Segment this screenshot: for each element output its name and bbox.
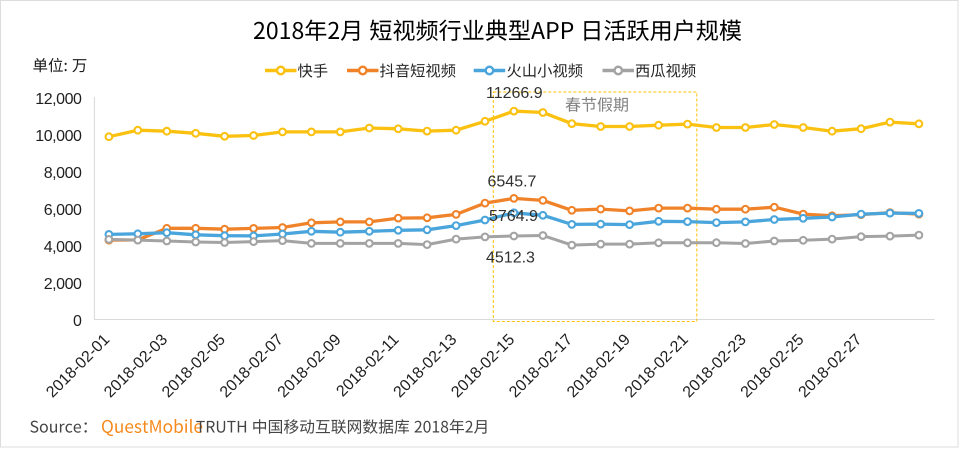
svg-text:6545.7: 6545.7 xyxy=(488,174,537,191)
svg-text:5764.9: 5764.9 xyxy=(489,208,538,225)
svg-text:2018-02-27: 2018-02-27 xyxy=(796,331,866,401)
svg-text:2,000: 2,000 xyxy=(44,276,82,293)
svg-text:4512.3: 4512.3 xyxy=(486,250,535,267)
svg-text:8,000: 8,000 xyxy=(44,165,82,182)
svg-text:6,000: 6,000 xyxy=(44,202,82,219)
svg-text:11266.9: 11266.9 xyxy=(486,85,543,102)
svg-text:10,000: 10,000 xyxy=(35,128,82,145)
svg-text:12,000: 12,000 xyxy=(35,91,82,108)
svg-text:0: 0 xyxy=(73,313,82,330)
svg-text:4,000: 4,000 xyxy=(44,239,82,256)
